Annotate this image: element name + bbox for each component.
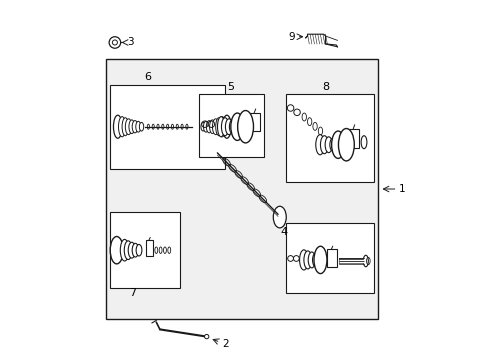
Ellipse shape [201, 122, 205, 131]
Bar [109, 85, 224, 169]
Bar [348, 129, 358, 148]
Ellipse shape [218, 117, 225, 137]
Ellipse shape [307, 252, 315, 268]
Ellipse shape [229, 120, 236, 134]
Ellipse shape [331, 131, 344, 158]
Ellipse shape [230, 113, 244, 140]
Ellipse shape [325, 137, 332, 153]
Ellipse shape [139, 122, 143, 131]
Text: 6: 6 [144, 72, 151, 82]
Ellipse shape [329, 138, 336, 151]
Text: 9: 9 [288, 32, 294, 42]
Ellipse shape [128, 242, 135, 258]
Ellipse shape [273, 206, 285, 228]
Ellipse shape [209, 120, 215, 134]
Ellipse shape [132, 121, 138, 133]
Ellipse shape [129, 120, 134, 134]
Bar [199, 94, 264, 157]
Circle shape [109, 37, 121, 48]
Ellipse shape [222, 115, 231, 138]
Ellipse shape [132, 243, 139, 257]
Bar [109, 212, 179, 288]
Ellipse shape [203, 121, 208, 132]
Text: 3: 3 [127, 37, 134, 48]
Text: 4: 4 [280, 227, 287, 237]
Circle shape [112, 40, 117, 45]
Text: 1: 1 [399, 184, 405, 194]
Ellipse shape [212, 119, 219, 135]
Ellipse shape [361, 136, 366, 149]
Ellipse shape [312, 253, 318, 267]
Ellipse shape [225, 119, 232, 135]
Circle shape [204, 334, 208, 339]
Ellipse shape [221, 118, 228, 136]
Text: 5: 5 [227, 82, 234, 92]
Ellipse shape [124, 241, 132, 260]
Ellipse shape [299, 250, 307, 270]
Ellipse shape [206, 121, 212, 133]
Ellipse shape [110, 237, 123, 264]
Ellipse shape [303, 251, 311, 269]
Ellipse shape [215, 118, 222, 136]
Ellipse shape [313, 246, 326, 274]
Bar [145, 240, 153, 256]
Ellipse shape [136, 244, 142, 256]
Ellipse shape [136, 121, 141, 132]
Bar [326, 249, 337, 267]
Ellipse shape [363, 255, 367, 267]
Ellipse shape [320, 136, 328, 154]
Ellipse shape [315, 135, 324, 155]
Text: 7: 7 [128, 288, 136, 298]
Ellipse shape [237, 111, 253, 143]
Text: 8: 8 [322, 82, 329, 92]
Bar [285, 94, 373, 182]
Ellipse shape [338, 129, 354, 161]
Bar [249, 113, 260, 131]
Ellipse shape [113, 115, 122, 138]
Ellipse shape [217, 117, 224, 137]
Bar [285, 223, 373, 293]
Ellipse shape [125, 119, 132, 135]
Ellipse shape [120, 239, 129, 261]
Ellipse shape [118, 117, 125, 137]
Text: 2: 2 [222, 339, 228, 349]
Bar [106, 59, 377, 319]
Ellipse shape [122, 118, 128, 136]
